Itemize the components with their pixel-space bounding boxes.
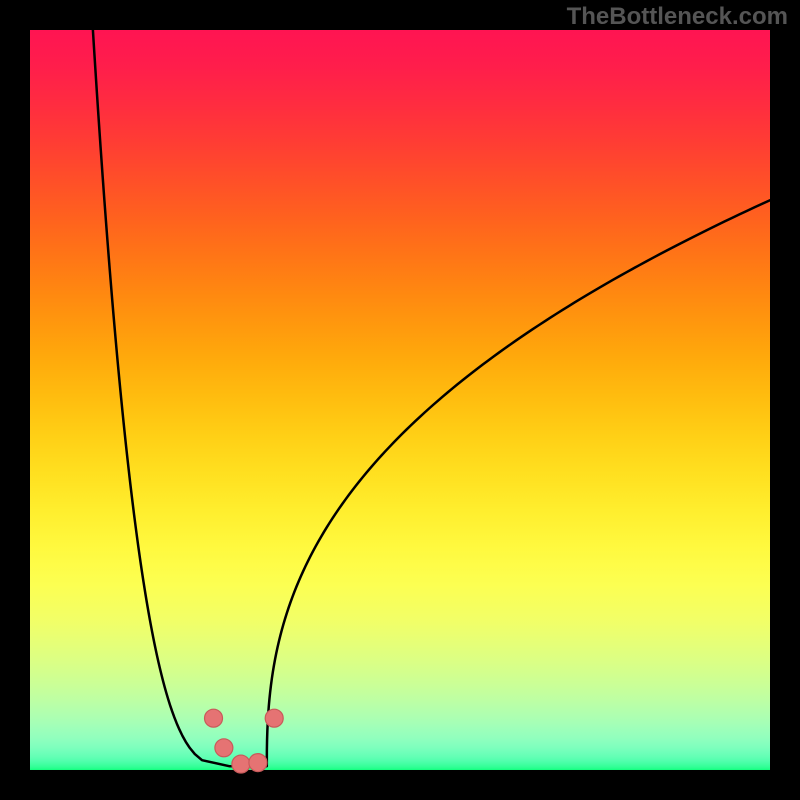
plot-background [30,30,770,770]
watermark-text: TheBottleneck.com [567,3,788,31]
curve-marker [215,739,233,757]
curve-marker [205,709,223,727]
bottleneck-chart [0,0,800,800]
curve-marker [265,709,283,727]
curve-marker [232,755,250,773]
curve-marker [249,754,267,772]
